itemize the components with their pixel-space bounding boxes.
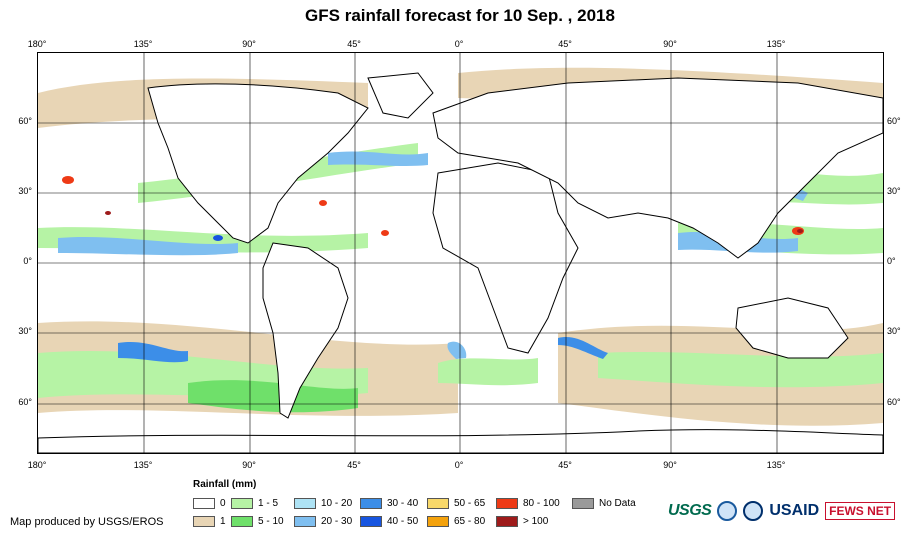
- legend-label: 1 - 5: [258, 498, 279, 509]
- rainfall-map-canvas: [38, 53, 883, 453]
- legend-label: > 100: [523, 516, 549, 527]
- legend-swatch: [360, 498, 382, 509]
- legend-swatch: [496, 498, 518, 509]
- legend-label: 65 - 80: [454, 516, 486, 527]
- north-america-shape: [147, 83, 369, 244]
- agency-logos: USGS USAID FEWS NET: [668, 496, 896, 526]
- lon-label-top-45w: 45°: [347, 39, 361, 49]
- lat-label-left-0: 0°: [23, 256, 32, 266]
- legend-label: 5 - 10: [258, 516, 284, 527]
- legend-item-0: 0: [193, 497, 226, 510]
- lat-label-right-60s: 60°: [887, 397, 901, 407]
- legend-label: 40 - 50: [387, 516, 419, 527]
- lat-label-right-60n: 60°: [887, 116, 901, 126]
- lat-label-right-30s: 30°: [887, 326, 901, 336]
- credit-text: Map produced by USGS/EROS: [10, 516, 164, 528]
- graticule: [38, 53, 883, 453]
- south-america-shape: [262, 242, 349, 419]
- lon-label-top-90w: 90°: [242, 39, 256, 49]
- legend-item-9: 65 - 80: [427, 515, 485, 528]
- rainfall-map: [37, 52, 884, 454]
- lat-label-left-30s: 30°: [18, 326, 32, 336]
- legend-item-5: 20 - 30: [294, 515, 352, 528]
- usaid-seal-icon: [743, 501, 764, 521]
- lon-label-bottom-90e: 90°: [663, 460, 677, 470]
- lat-label-left-30n: 30°: [18, 186, 32, 196]
- lon-label-top-135e: 135°: [766, 39, 786, 49]
- legend-swatch: [231, 498, 253, 509]
- lon-label-top-180w: 180°: [27, 39, 47, 49]
- legend-item-12: No Data: [572, 497, 636, 510]
- lon-label-top-90e: 90°: [663, 39, 677, 49]
- legend-swatch: [193, 516, 215, 527]
- legend-swatch: [193, 498, 215, 509]
- legend-swatch: [231, 516, 253, 527]
- legend-item-3: 5 - 10: [231, 515, 284, 528]
- legend-swatch: [572, 498, 594, 509]
- legend-label: 10 - 20: [321, 498, 353, 509]
- map-title: GFS rainfall forecast for 10 Sep. , 2018: [305, 6, 615, 25]
- legend-label: 80 - 100: [523, 498, 560, 509]
- legend-swatch: [294, 498, 316, 509]
- legend-item-11: > 100: [496, 515, 548, 528]
- legend-item-7: 40 - 50: [360, 515, 418, 528]
- legend-item-1: 1: [193, 515, 226, 528]
- lon-label-top-0: 0°: [454, 39, 464, 49]
- lon-label-bottom-180w: 180°: [27, 460, 47, 470]
- greenland-shape: [367, 72, 434, 119]
- lon-label-bottom-45w: 45°: [347, 460, 361, 470]
- lat-label-right-30n: 30°: [887, 186, 901, 196]
- usaid-logo: USAID: [769, 502, 820, 519]
- lon-label-top-45e: 45°: [558, 39, 572, 49]
- heavy-rain-spots: [62, 176, 804, 241]
- australia-shape: [735, 297, 849, 359]
- legend-label: 50 - 65: [454, 498, 486, 509]
- legend-swatch: [427, 516, 449, 527]
- antarctica-shape: [38, 429, 883, 453]
- lon-label-bottom-135w: 135°: [133, 460, 153, 470]
- lon-label-bottom-135e: 135°: [766, 460, 786, 470]
- legend-label: No Data: [599, 498, 636, 509]
- legend-item-6: 30 - 40: [360, 497, 418, 510]
- fews-net-logo: FEWS NET: [825, 502, 896, 520]
- lat-label-right-0: 0°: [887, 256, 896, 266]
- lon-label-bottom-90w: 90°: [242, 460, 256, 470]
- legend-item-2: 1 - 5: [231, 497, 278, 510]
- legend-item-8: 50 - 65: [427, 497, 485, 510]
- legend-label: 0: [220, 498, 226, 509]
- legend-label: 1: [220, 516, 226, 527]
- legend-swatch: [294, 516, 316, 527]
- lat-label-left-60s: 60°: [18, 397, 32, 407]
- usgs-logo: USGS: [668, 502, 712, 519]
- lat-label-left-60n: 60°: [18, 116, 32, 126]
- africa-shape: [432, 162, 579, 354]
- legend-label: 30 - 40: [387, 498, 419, 509]
- legend-swatch: [360, 516, 382, 527]
- legend-swatch: [427, 498, 449, 509]
- lon-label-bottom-0: 0°: [454, 460, 464, 470]
- legend-swatch: [496, 516, 518, 527]
- legend-item-10: 80 - 100: [496, 497, 560, 510]
- legend-label: 20 - 30: [321, 516, 353, 527]
- legend-title: Rainfall (mm): [193, 479, 257, 490]
- lon-label-top-135w: 135°: [133, 39, 153, 49]
- legend-item-4: 10 - 20: [294, 497, 352, 510]
- noaa-logo-icon: [717, 501, 738, 521]
- lon-label-bottom-45e: 45°: [558, 460, 572, 470]
